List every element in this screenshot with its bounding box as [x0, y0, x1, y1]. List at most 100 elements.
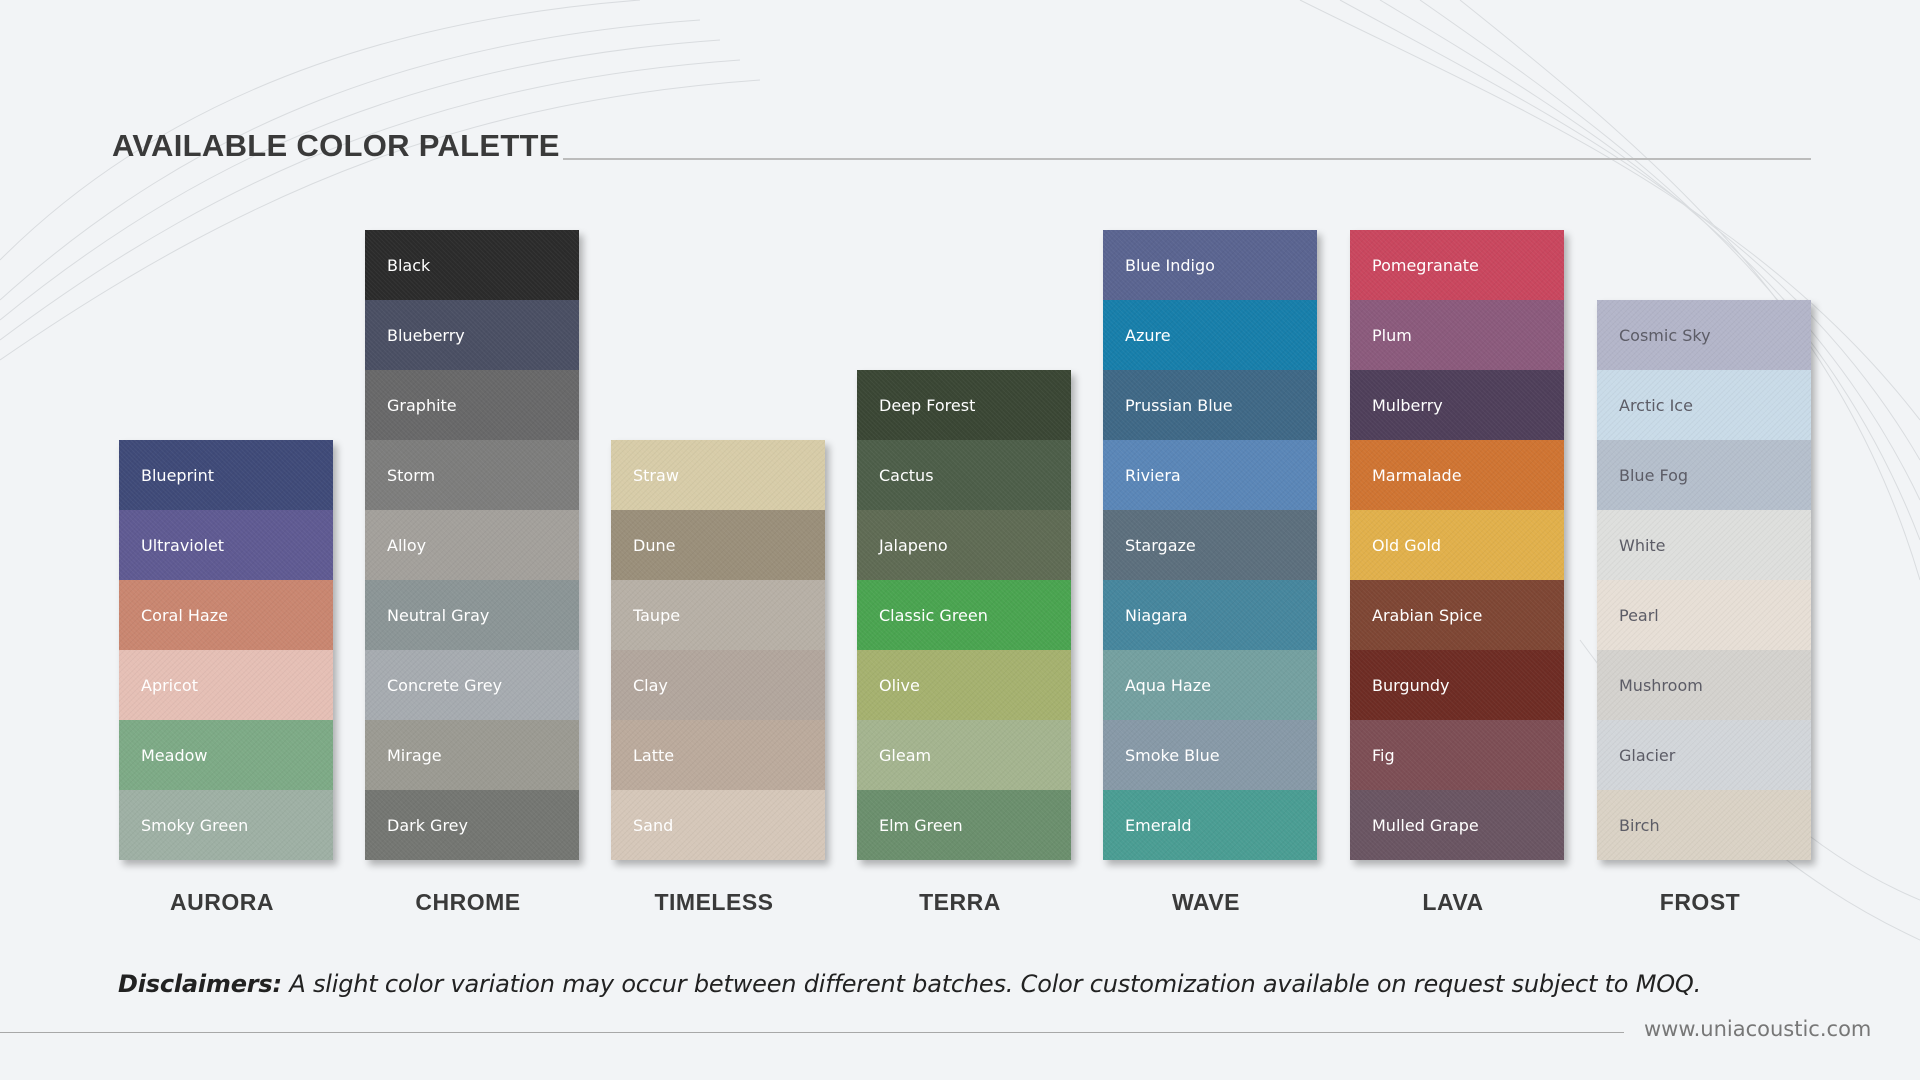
color-swatch: Emerald: [1103, 790, 1317, 860]
color-swatch: Pomegranate: [1350, 230, 1564, 300]
color-swatch: Pearl: [1597, 580, 1811, 650]
color-swatch: Classic Green: [857, 580, 1071, 650]
collection-name: LAVA: [1422, 889, 1484, 915]
swatch-label: Meadow: [141, 746, 208, 765]
color-swatch: Old Gold: [1350, 510, 1564, 580]
collection-name: FROST: [1659, 889, 1741, 915]
swatch-label: Classic Green: [879, 606, 988, 625]
swatch-label: Pomegranate: [1372, 256, 1479, 275]
swatch-label: Blueberry: [387, 326, 465, 345]
color-swatch: Blueprint: [119, 440, 333, 510]
color-swatch: Storm: [365, 440, 579, 510]
color-swatch: Olive: [857, 650, 1071, 720]
swatch-label: Prussian Blue: [1125, 396, 1233, 415]
color-swatch: Neutral Gray: [365, 580, 579, 650]
swatch-label: Dark Grey: [387, 816, 468, 835]
swatch-label: Olive: [879, 676, 920, 695]
color-swatch: Prussian Blue: [1103, 370, 1317, 440]
swatch-label: Smoke Blue: [1125, 746, 1220, 765]
color-swatch: Blueberry: [365, 300, 579, 370]
color-swatch: Taupe: [611, 580, 825, 650]
swatch-label: Azure: [1125, 326, 1171, 345]
color-swatch: Elm Green: [857, 790, 1071, 860]
color-swatch: Smoky Green: [119, 790, 333, 860]
swatch-label: Cosmic Sky: [1619, 326, 1711, 345]
swatch-label: Clay: [633, 676, 668, 695]
color-swatch: Straw: [611, 440, 825, 510]
swatch-label: Blueprint: [141, 466, 214, 485]
swatch-label: Elm Green: [879, 816, 963, 835]
swatch-label: Mushroom: [1619, 676, 1703, 695]
color-swatch: Riviera: [1103, 440, 1317, 510]
color-swatch: Burgundy: [1350, 650, 1564, 720]
swatch-label: Mirage: [387, 746, 442, 765]
collection-name: CHROME: [415, 889, 521, 915]
color-swatch: Blue Indigo: [1103, 230, 1317, 300]
color-swatch: Graphite: [365, 370, 579, 440]
swatch-label: Emerald: [1125, 816, 1192, 835]
color-swatch: Concrete Grey: [365, 650, 579, 720]
color-swatch: Cactus: [857, 440, 1071, 510]
swatch-label: Glacier: [1619, 746, 1676, 765]
swatch-label: Storm: [387, 466, 436, 485]
swatch-label: Birch: [1619, 816, 1660, 835]
palette-column-timeless: Straw Dune Taupe Clay Latte Sand: [611, 440, 825, 860]
swatch-label: Mulberry: [1372, 396, 1443, 415]
color-swatch: Mulled Grape: [1350, 790, 1564, 860]
swatch-label: Latte: [633, 746, 675, 765]
swatch-label: Alloy: [387, 536, 427, 555]
color-swatch: Clay: [611, 650, 825, 720]
swatch-label: Aqua Haze: [1125, 676, 1211, 695]
swatch-label: Dune: [633, 536, 676, 555]
swatch-label: Concrete Grey: [387, 676, 503, 695]
color-swatch: Latte: [611, 720, 825, 790]
swatch-label: Apricot: [141, 676, 198, 695]
color-swatch: Coral Haze: [119, 580, 333, 650]
color-swatch: Azure: [1103, 300, 1317, 370]
collection-name: AURORA: [170, 889, 274, 915]
collection-name: TIMELESS: [654, 889, 774, 915]
color-swatch: Black: [365, 230, 579, 300]
color-swatch: Niagara: [1103, 580, 1317, 650]
palette-column-chrome: Black Blueberry Graphite Storm Alloy Neutral …: [365, 230, 579, 860]
color-swatch: Sand: [611, 790, 825, 860]
palette-column-lava: Pomegranate Plum Mulberry Marmalade Old Gold…: [1350, 230, 1564, 860]
color-swatch: Jalapeno: [857, 510, 1071, 580]
color-swatch: Glacier: [1597, 720, 1811, 790]
page-title: AVAILABLE COLOR PALETTE: [112, 128, 560, 163]
swatch-label: Deep Forest: [879, 396, 976, 415]
color-swatch: Mirage: [365, 720, 579, 790]
swatch-label: Old Gold: [1372, 536, 1442, 555]
color-swatch: Mushroom: [1597, 650, 1811, 720]
color-swatch: Smoke Blue: [1103, 720, 1317, 790]
color-swatch: Marmalade: [1350, 440, 1564, 510]
swatch-label: Niagara: [1125, 606, 1188, 625]
swatch-label: Jalapeno: [879, 536, 948, 555]
palette-column-aurora: Blueprint Ultraviolet Coral Haze Apricot Mea…: [119, 440, 333, 860]
swatch-label: Stargaze: [1125, 536, 1196, 555]
swatch-label: Straw: [633, 466, 679, 485]
swatch-label: Smoky Green: [141, 816, 249, 835]
disclaimer-label: Disclaimers:: [118, 970, 282, 998]
swatch-label: White: [1619, 536, 1666, 555]
color-swatch: Arabian Spice: [1350, 580, 1564, 650]
swatch-label: Blue Fog: [1619, 466, 1689, 485]
disclaimer: Disclaimers: A slight color variation ma…: [118, 970, 1701, 998]
color-swatch: Dark Grey: [365, 790, 579, 860]
color-swatch: Ultraviolet: [119, 510, 333, 580]
swatch-label: Gleam: [879, 746, 932, 765]
footer-divider: [0, 1032, 1624, 1033]
palette-column-terra: Deep Forest Cactus Jalapeno Classic Green Ol…: [857, 370, 1071, 860]
swatch-label: Black: [387, 256, 431, 275]
color-swatch: Plum: [1350, 300, 1564, 370]
color-swatch: Mulberry: [1350, 370, 1564, 440]
swatch-label: Mulled Grape: [1372, 816, 1479, 835]
color-swatch: Deep Forest: [857, 370, 1071, 440]
swatch-label: Cactus: [879, 466, 934, 485]
color-swatch: Arctic Ice: [1597, 370, 1811, 440]
color-swatch: Cosmic Sky: [1597, 300, 1811, 370]
title-divider: [563, 158, 1811, 160]
swatch-label: Arctic Ice: [1619, 396, 1693, 415]
collection-name: TERRA: [919, 889, 1001, 915]
color-swatch: White: [1597, 510, 1811, 580]
